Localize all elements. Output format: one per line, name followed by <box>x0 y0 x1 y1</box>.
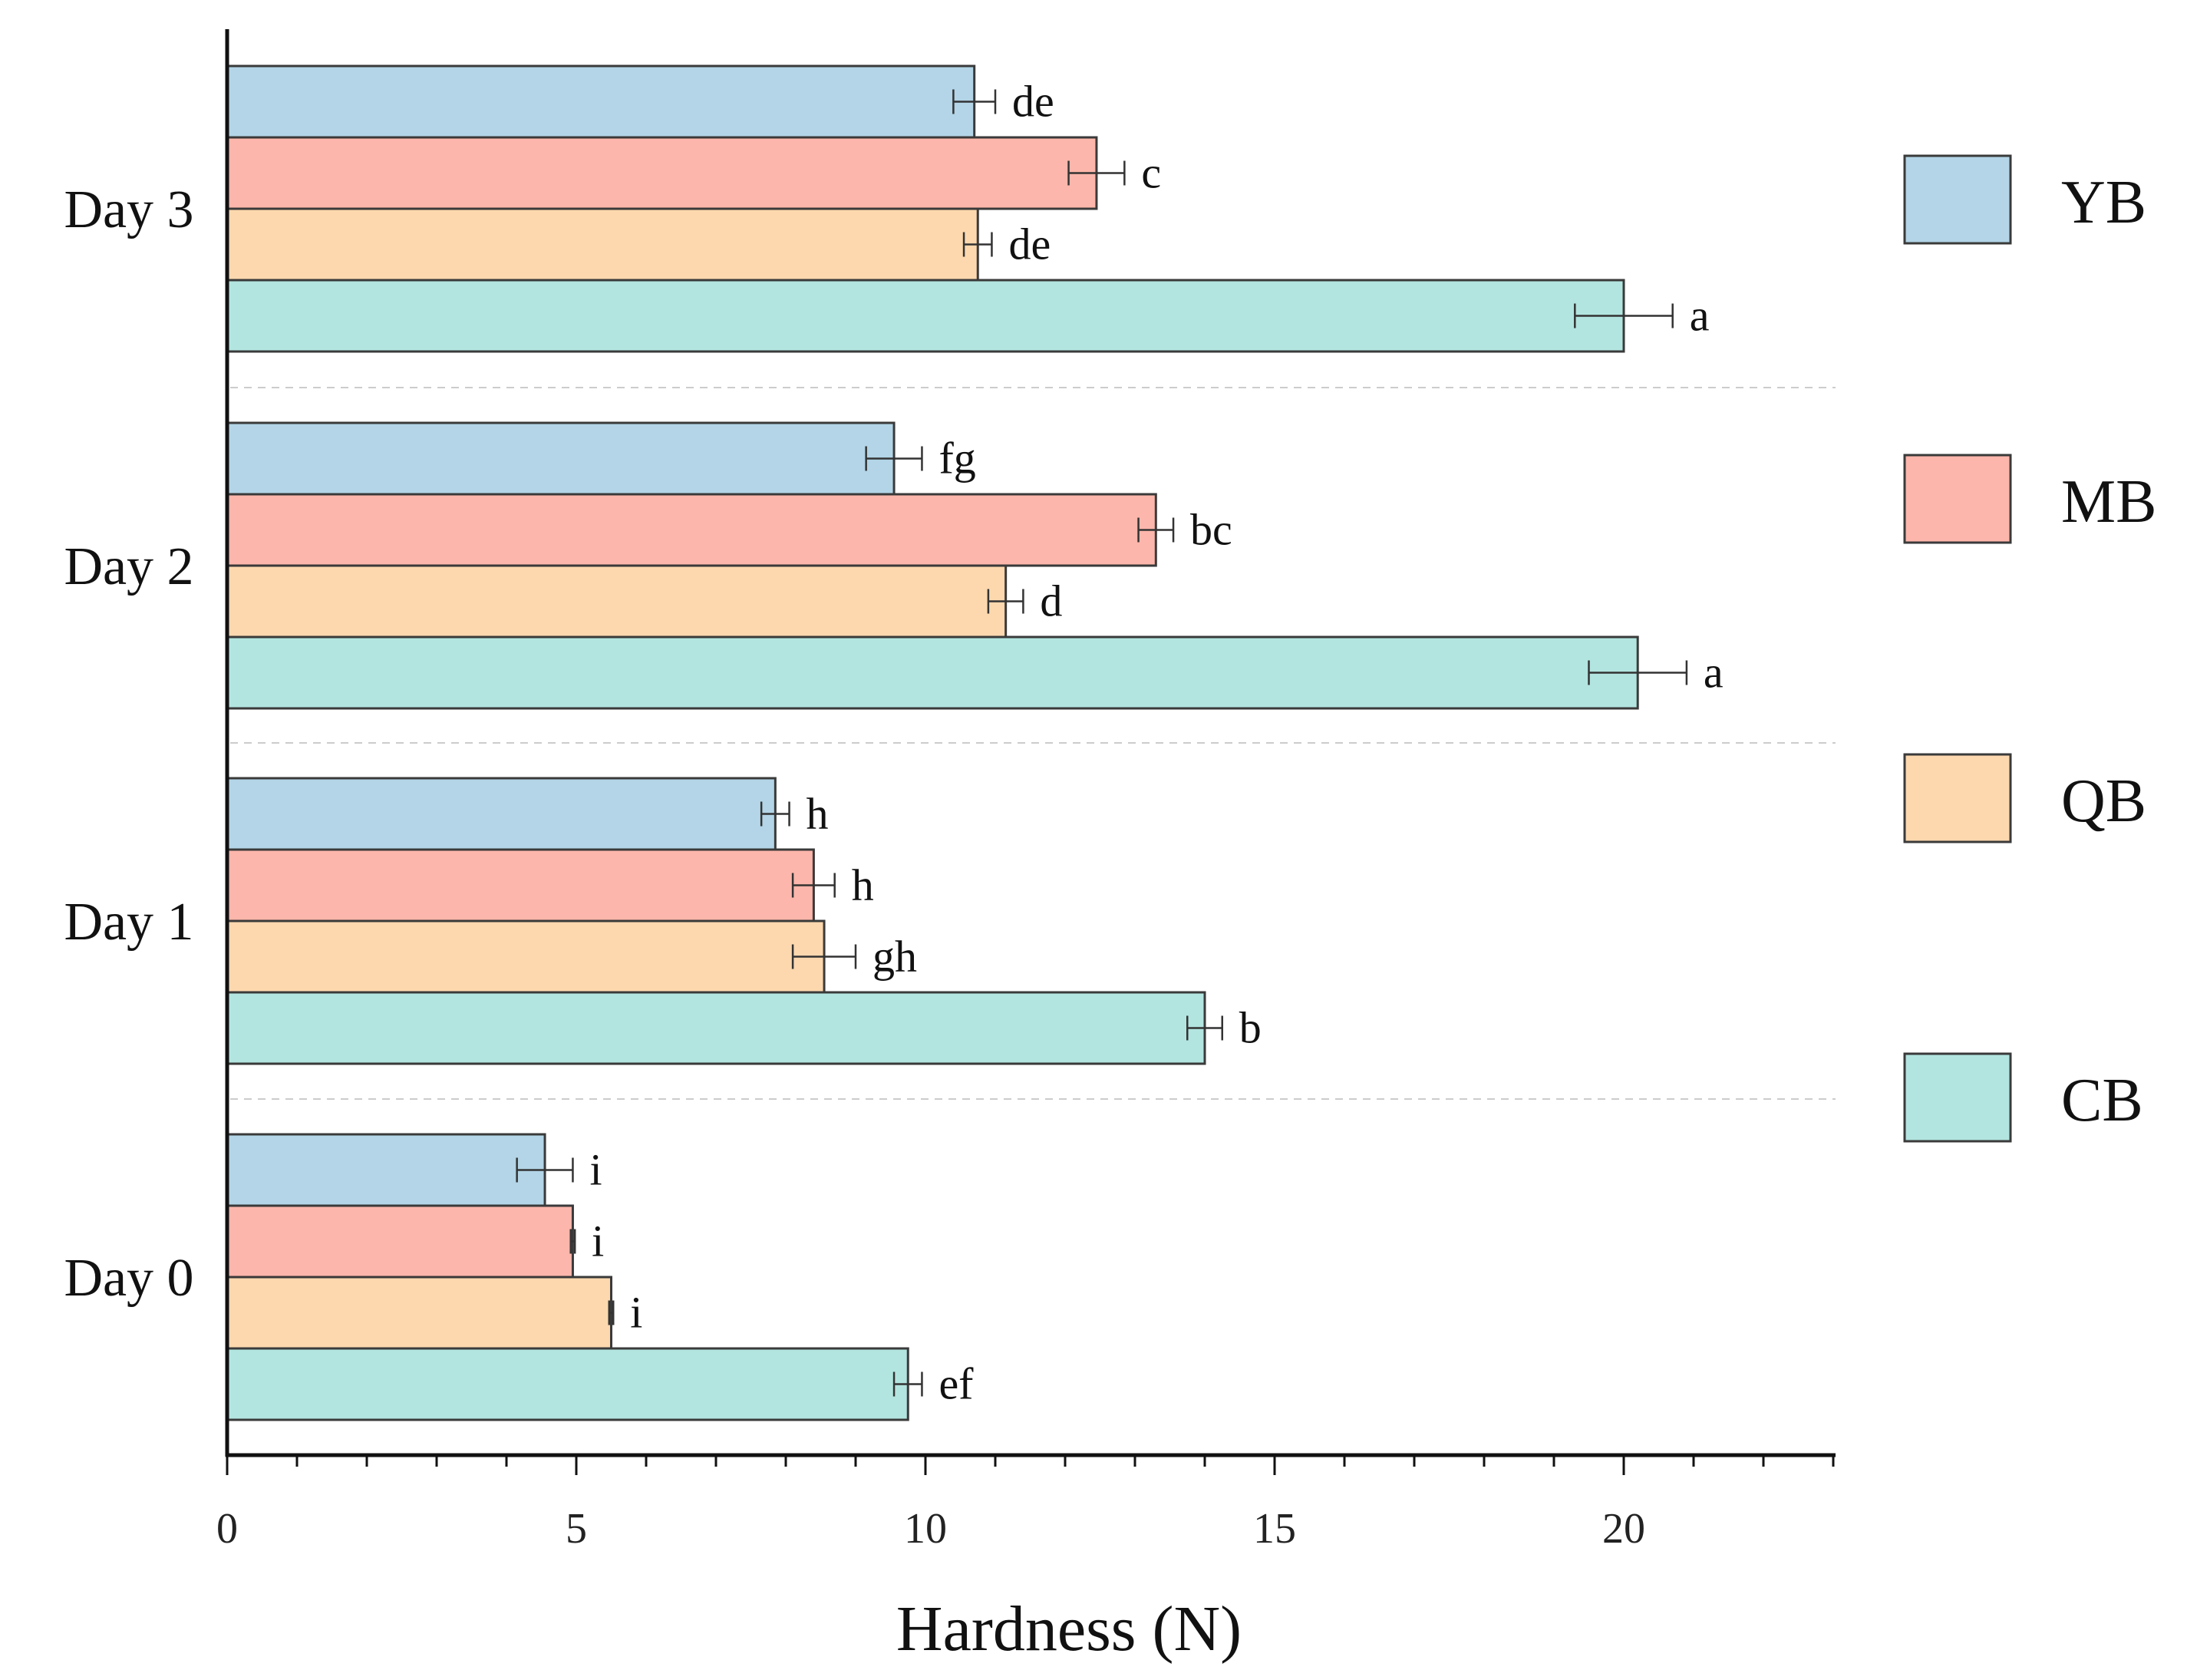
legend-swatch-yb <box>1903 154 2012 245</box>
bar-cb-day-3 <box>226 279 1625 353</box>
group-separators <box>230 387 1836 1100</box>
significance-letter: h <box>852 860 874 910</box>
x-tick-label: 15 <box>1253 1505 1296 1553</box>
bar-yb-day-0 <box>226 1133 546 1207</box>
significance-letter: i <box>630 1288 642 1338</box>
x-ticks: 0 5 10 15 20 <box>216 1455 1835 1553</box>
legend-label-qb: QB <box>2061 767 2146 835</box>
bar-mb-day-0 <box>226 1204 574 1279</box>
category-labels: Day 0 Day 1 Day 2 Day 3 <box>64 180 193 1308</box>
x-tick-label: 0 <box>216 1505 238 1553</box>
category-label: Day 1 <box>64 893 193 952</box>
significance-letter: a <box>1704 648 1724 698</box>
legend: YB MB QB CB <box>1903 154 2157 1143</box>
bar-yb-day-2 <box>226 421 896 496</box>
significance-letter: i <box>592 1216 604 1266</box>
axes <box>225 29 1836 1457</box>
significance-letter: i <box>589 1145 602 1195</box>
x-tick-label: 5 <box>566 1505 587 1553</box>
significance-letter: bc <box>1190 505 1232 555</box>
error-bars <box>516 89 1688 1397</box>
bar-cb-day-2 <box>226 635 1639 710</box>
bar-qb-day-2 <box>226 564 1008 639</box>
legend-swatch-mb <box>1903 454 2012 544</box>
significance-letter: c <box>1141 148 1161 198</box>
legend-label-yb: YB <box>2061 169 2146 236</box>
significance-letter: ef <box>938 1359 974 1409</box>
bar-yb-day-3 <box>226 64 976 139</box>
significance-letter: d <box>1040 576 1062 626</box>
category-label: Day 0 <box>64 1249 193 1308</box>
bar-mb-day-1 <box>226 848 815 923</box>
legend-swatch-cb <box>1903 1052 2012 1143</box>
bar-qb-day-3 <box>226 207 979 282</box>
legend-label-cb: CB <box>2061 1067 2143 1134</box>
bar-yb-day-1 <box>226 777 777 851</box>
bar-qb-day-1 <box>226 919 826 994</box>
x-tick-label: 20 <box>1602 1505 1645 1553</box>
x-tick-label: 10 <box>904 1505 947 1553</box>
category-label: Day 3 <box>64 180 193 239</box>
bar-cb-day-0 <box>226 1347 909 1421</box>
legend-swatch-qb <box>1903 753 2012 843</box>
significance-letter: de <box>1008 219 1051 269</box>
x-axis-title: Hardness (N) <box>896 1593 1242 1665</box>
bar-cb-day-1 <box>226 991 1206 1065</box>
significance-letter: h <box>807 789 829 839</box>
bar-mb-day-3 <box>226 136 1098 210</box>
significance-letter: fg <box>938 434 975 484</box>
legend-label-mb: MB <box>2061 468 2157 536</box>
bar-qb-day-0 <box>226 1276 612 1350</box>
bar-mb-day-2 <box>226 493 1157 567</box>
significance-letter: gh <box>872 932 917 982</box>
significance-letter: a <box>1690 291 1710 341</box>
significance-letter: de <box>1012 77 1054 127</box>
significance-letter: b <box>1239 1003 1262 1053</box>
category-label: Day 2 <box>64 537 193 596</box>
